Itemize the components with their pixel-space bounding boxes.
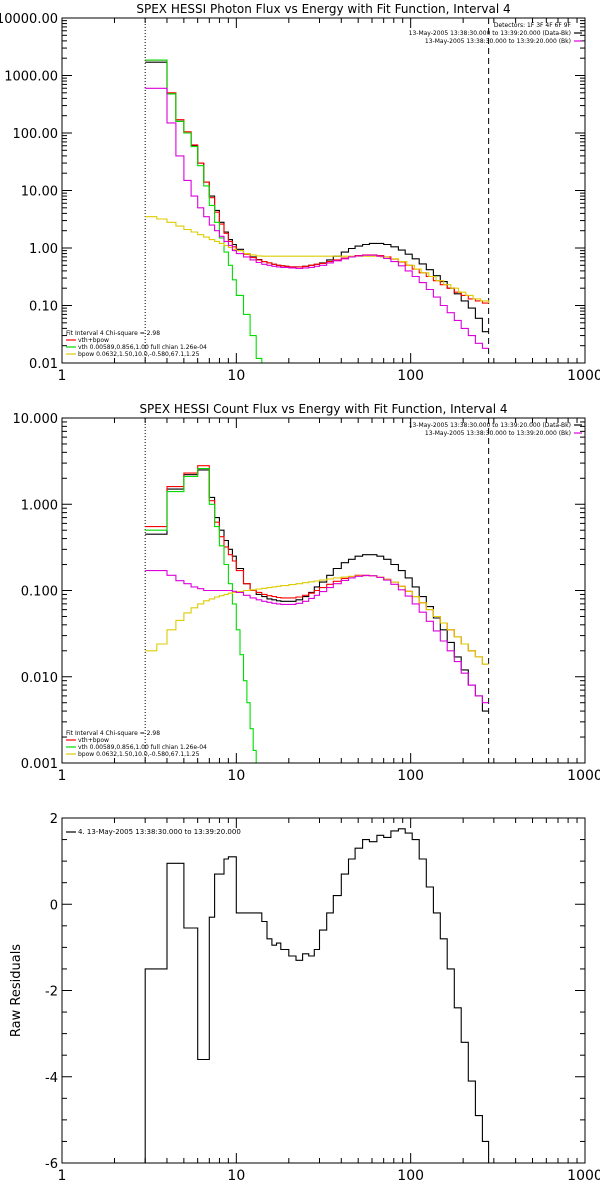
y-tick-label: 10.00 [21,185,58,200]
panel-2: SPEX HESSI Count Flux vs Energy with Fit… [13,402,600,784]
series-vth [145,469,256,772]
panel-1: SPEX HESSI Photon Flux vs Energy with Fi… [0,2,600,384]
series-bpow [145,217,488,303]
x-tick-label: 100 [397,1168,424,1184]
chart-title: SPEX HESSI Count Flux vs Energy with Fit… [139,402,507,416]
legend-left-entry: 4. 13-May-2005 13:38:30.000 to 13:39:20.… [78,828,241,836]
plot-frame [62,418,585,763]
chart-title: SPEX HESSI Photon Flux vs Energy with Fi… [136,2,510,16]
x-tick-label: 10 [227,1168,245,1184]
legend-left-entry: vth+bpow [78,337,109,344]
y-tick-label: -2 [45,985,58,1000]
y-tick-label: 0.10 [29,300,58,315]
legend-right-entry: 13-May-2005 13:38:30.000 to 13:39:20.000… [425,430,571,437]
legend-left-entry: vth 0.00589,0.856,1.00 full chian 1.26e-… [78,344,207,351]
x-tick-label: 10 [227,768,245,784]
y-tick-label: 0.001 [21,757,58,772]
legend-left-entry: Fit Interval 4 Chi-square = 2.98 [66,330,160,337]
x-tick-label: 1 [58,368,67,384]
legend-left-entry: Fit Interval 4 Chi-square = 2.98 [66,730,160,737]
plot-frame [62,18,585,363]
x-tick-label: 1000 [567,1168,600,1184]
legend-right-entry: Detectors: 1F 3F 4F 6F 9F [494,22,572,29]
y-tick-label: 1.00 [29,242,58,257]
series-bpow [145,576,488,665]
y-tick-label: -4 [45,1071,58,1086]
legend-left-entry: bpow 0.0632,1.50,10.0,-0.580,67.1,1.25 [78,751,200,758]
legend-right-entry: 13-May-2005 13:38:30.000 to 13:39:20.000… [409,30,571,37]
x-tick-label: 1 [58,1168,67,1184]
y-tick-label: 1.000 [21,498,58,513]
panel-3: Raw Residuals 1 10 100 1000 2 0 -2 -4 -6 4. 13-May… [9,812,600,1184]
x-tick-label: 1 [58,768,67,784]
legend-left-entry: vth+bpow [78,737,109,744]
legend-right-entry: 13-May-2005 13:38:30.000 to 13:39:20.000… [425,38,571,45]
series-vth [145,60,262,380]
y-tick-label: 0 [50,898,58,913]
plot-frame [62,818,585,1163]
y-tick-label: 10.000 [13,412,59,427]
x-tick-label: 10 [227,368,245,384]
y-tick-label: -6 [45,1157,58,1172]
series-bk [145,88,488,348]
series-data-bk [145,62,488,332]
legend-right-entry: 13-May-2005 13:38:30.000 to 13:39:20.000… [409,422,571,429]
y-axis-label: Raw Residuals [9,944,24,1037]
x-tick-label: 1000 [567,368,600,384]
legend-left-entry: vth 0.00589,0.856,1.00 full chian 1.26e-… [78,744,207,751]
series-4-13-may-2005-13-38-30-000-to-13-39-20-000 [145,829,488,1163]
y-tick-label: 2 [50,812,58,827]
series-vth-bpow [145,466,488,664]
legend-left-entry: bpow 0.0632,1.50,10.0,-0.580,67.1,1.25 [78,351,200,358]
y-tick-label: 0.010 [21,671,58,686]
x-tick-label: 1000 [567,768,600,784]
y-tick-label: 0.100 [21,585,58,600]
x-tick-label: 100 [397,368,424,384]
y-tick-label: 0.01 [29,357,58,372]
x-tick-label: 100 [397,768,424,784]
y-tick-label: 100.00 [13,127,59,142]
y-tick-label: 10000.00 [0,12,58,27]
y-tick-label: 1000.00 [4,70,58,85]
